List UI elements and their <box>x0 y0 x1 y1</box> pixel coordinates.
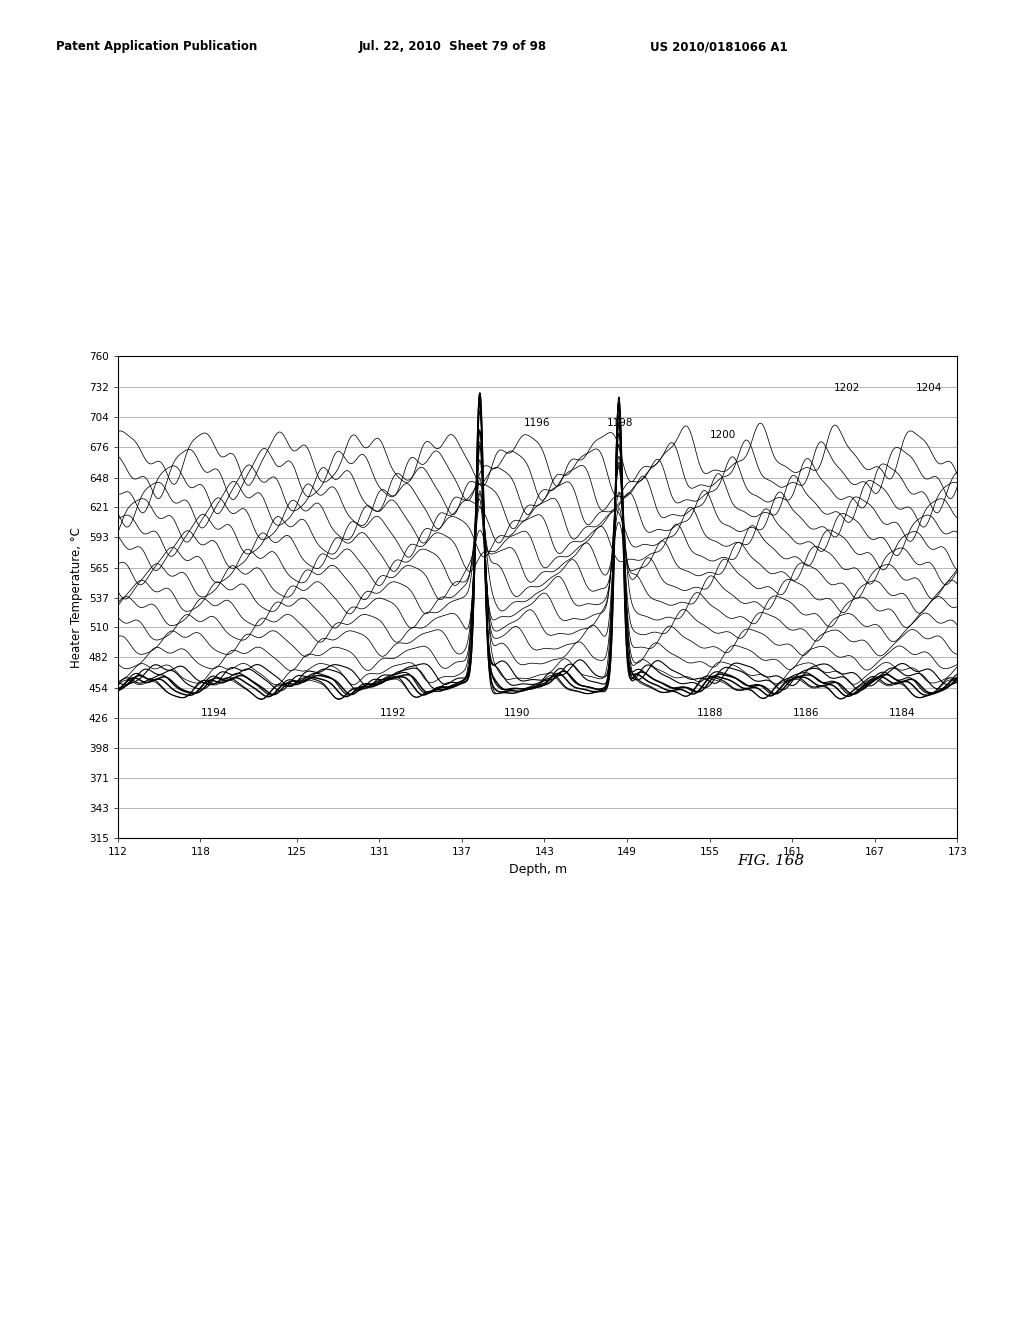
Text: Jul. 22, 2010  Sheet 79 of 98: Jul. 22, 2010 Sheet 79 of 98 <box>358 40 547 53</box>
Text: 1188: 1188 <box>696 709 723 718</box>
Text: FIG. 168: FIG. 168 <box>737 854 805 867</box>
Text: 1198: 1198 <box>606 418 633 428</box>
Text: 1200: 1200 <box>710 430 736 440</box>
Text: Patent Application Publication: Patent Application Publication <box>56 40 258 53</box>
Text: US 2010/0181066 A1: US 2010/0181066 A1 <box>650 40 787 53</box>
X-axis label: Depth, m: Depth, m <box>509 863 566 875</box>
Text: 1194: 1194 <box>201 709 227 718</box>
Text: 1190: 1190 <box>504 709 530 718</box>
Text: 1196: 1196 <box>524 418 550 428</box>
Text: 1186: 1186 <box>793 709 819 718</box>
Text: 1184: 1184 <box>889 709 915 718</box>
Text: 1192: 1192 <box>380 709 407 718</box>
Y-axis label: Heater Temperature, °C: Heater Temperature, °C <box>71 527 83 668</box>
Text: 1202: 1202 <box>834 383 860 393</box>
Text: 1204: 1204 <box>916 383 942 393</box>
